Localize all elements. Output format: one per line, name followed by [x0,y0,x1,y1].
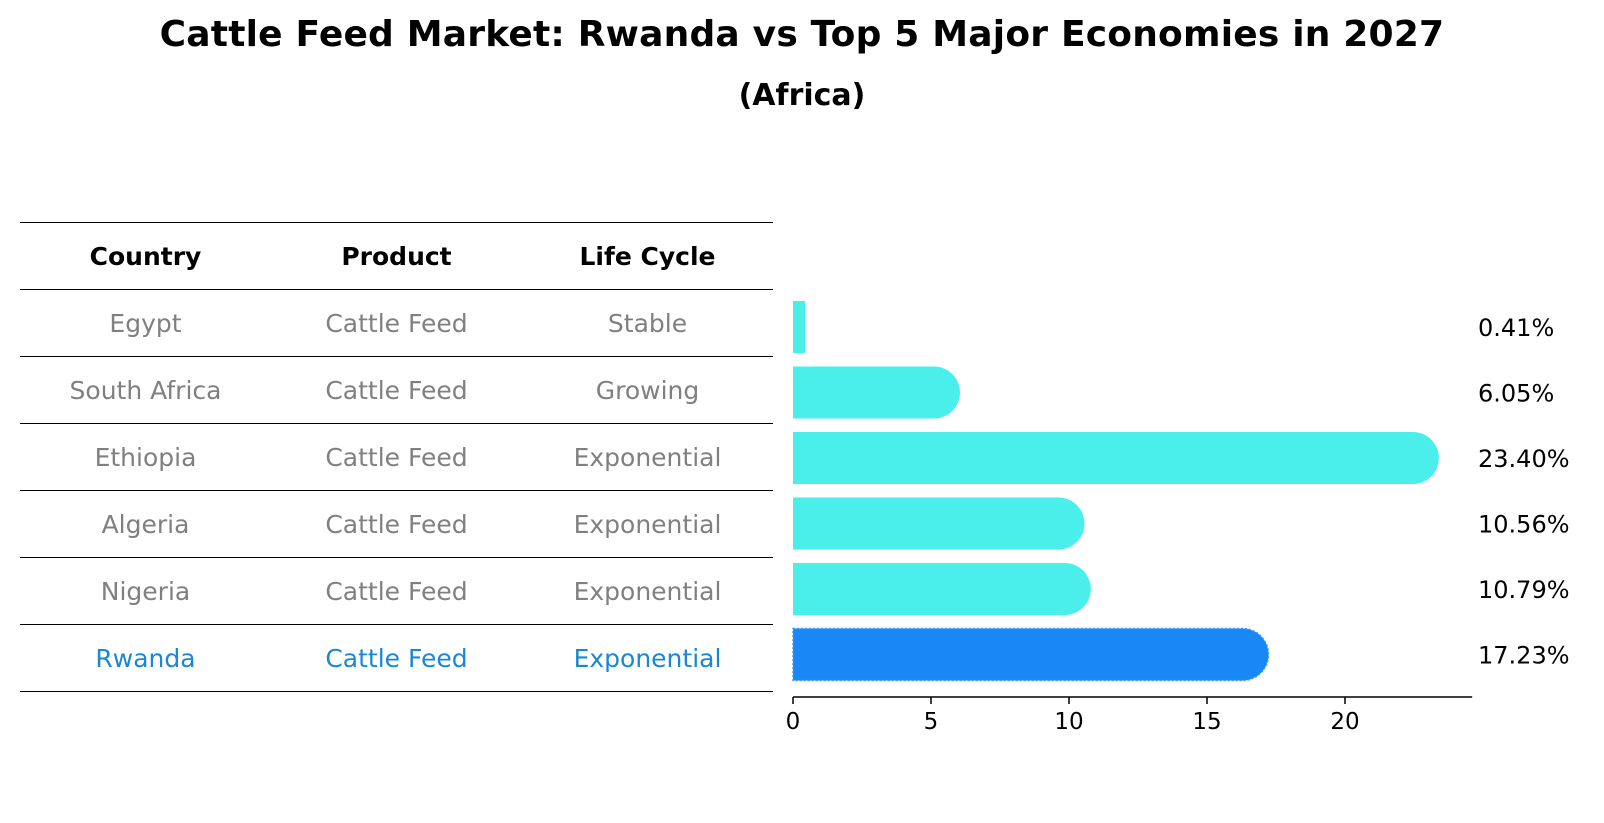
cell-country: Rwanda [95,643,196,673]
cell-country: Nigeria [100,576,191,606]
table-row: Algeria Cattle Feed Exponential [20,490,773,557]
header-life-cycle: Life Cycle [579,241,716,271]
table-row: Nigeria Cattle Feed Exponential [20,557,773,624]
table-row: South Africa Cattle Feed Growing [20,356,773,423]
market-table: Country Product Life Cycle Egypt Cattle … [20,222,773,692]
bar-algeria [793,497,1085,550]
value-label-ethiopia: 23.40% [1478,445,1570,473]
bar-ethiopia [793,432,1439,484]
header-product: Product [341,241,452,271]
value-label-egypt: 0.41% [1478,314,1554,342]
cell-country: Ethiopia [94,442,197,472]
cell-product: Cattle Feed [325,442,468,472]
x-tick-label: 10 [1054,709,1083,735]
bar-south-africa [793,366,960,419]
cell-product: Cattle Feed [325,375,468,405]
cell-product: Cattle Feed [325,576,468,606]
x-axis: 0 5 10 15 20 [786,696,1473,735]
cell-life-cycle: Exponential [573,643,722,673]
cell-product: Cattle Feed [325,643,468,673]
cell-life-cycle: Exponential [573,442,722,472]
x-tick-label: 15 [1192,709,1221,735]
cell-country: Egypt [109,308,182,338]
value-label-algeria: 10.56% [1478,511,1570,539]
bar-rwanda [792,627,1270,682]
x-tick-label: 0 [786,709,801,735]
bar-egypt [793,301,805,353]
cell-life-cycle: Exponential [573,509,722,539]
table-header-row: Country Product Life Cycle [20,222,773,289]
cell-country: South Africa [69,375,222,405]
value-label-nigeria: 10.79% [1478,576,1570,604]
value-label-south-africa: 6.05% [1478,380,1554,408]
bar-nigeria [793,563,1091,615]
cell-life-cycle: Exponential [573,576,722,606]
chart-subtitle: (Africa) [738,78,866,113]
cell-life-cycle: Growing [595,375,700,405]
table-row-highlight: Rwanda Cattle Feed Exponential [20,624,773,692]
x-tick-label: 20 [1330,709,1359,735]
value-labels: 0.41% 6.05% 23.40% 10.56% 10.79% 17.23% [1478,314,1570,670]
table-row: Egypt Cattle Feed Stable [20,289,773,356]
bars-group [792,301,1439,682]
x-tick-label: 5 [924,709,939,735]
header-country: Country [89,241,202,271]
value-label-rwanda: 17.23% [1478,642,1570,670]
cell-country: Algeria [101,509,190,539]
cell-life-cycle: Stable [607,308,688,338]
cell-product: Cattle Feed [325,308,468,338]
chart-title: Cattle Feed Market: Rwanda vs Top 5 Majo… [159,14,1445,55]
table-row: Ethiopia Cattle Feed Exponential [20,423,773,490]
cell-product: Cattle Feed [325,509,468,539]
